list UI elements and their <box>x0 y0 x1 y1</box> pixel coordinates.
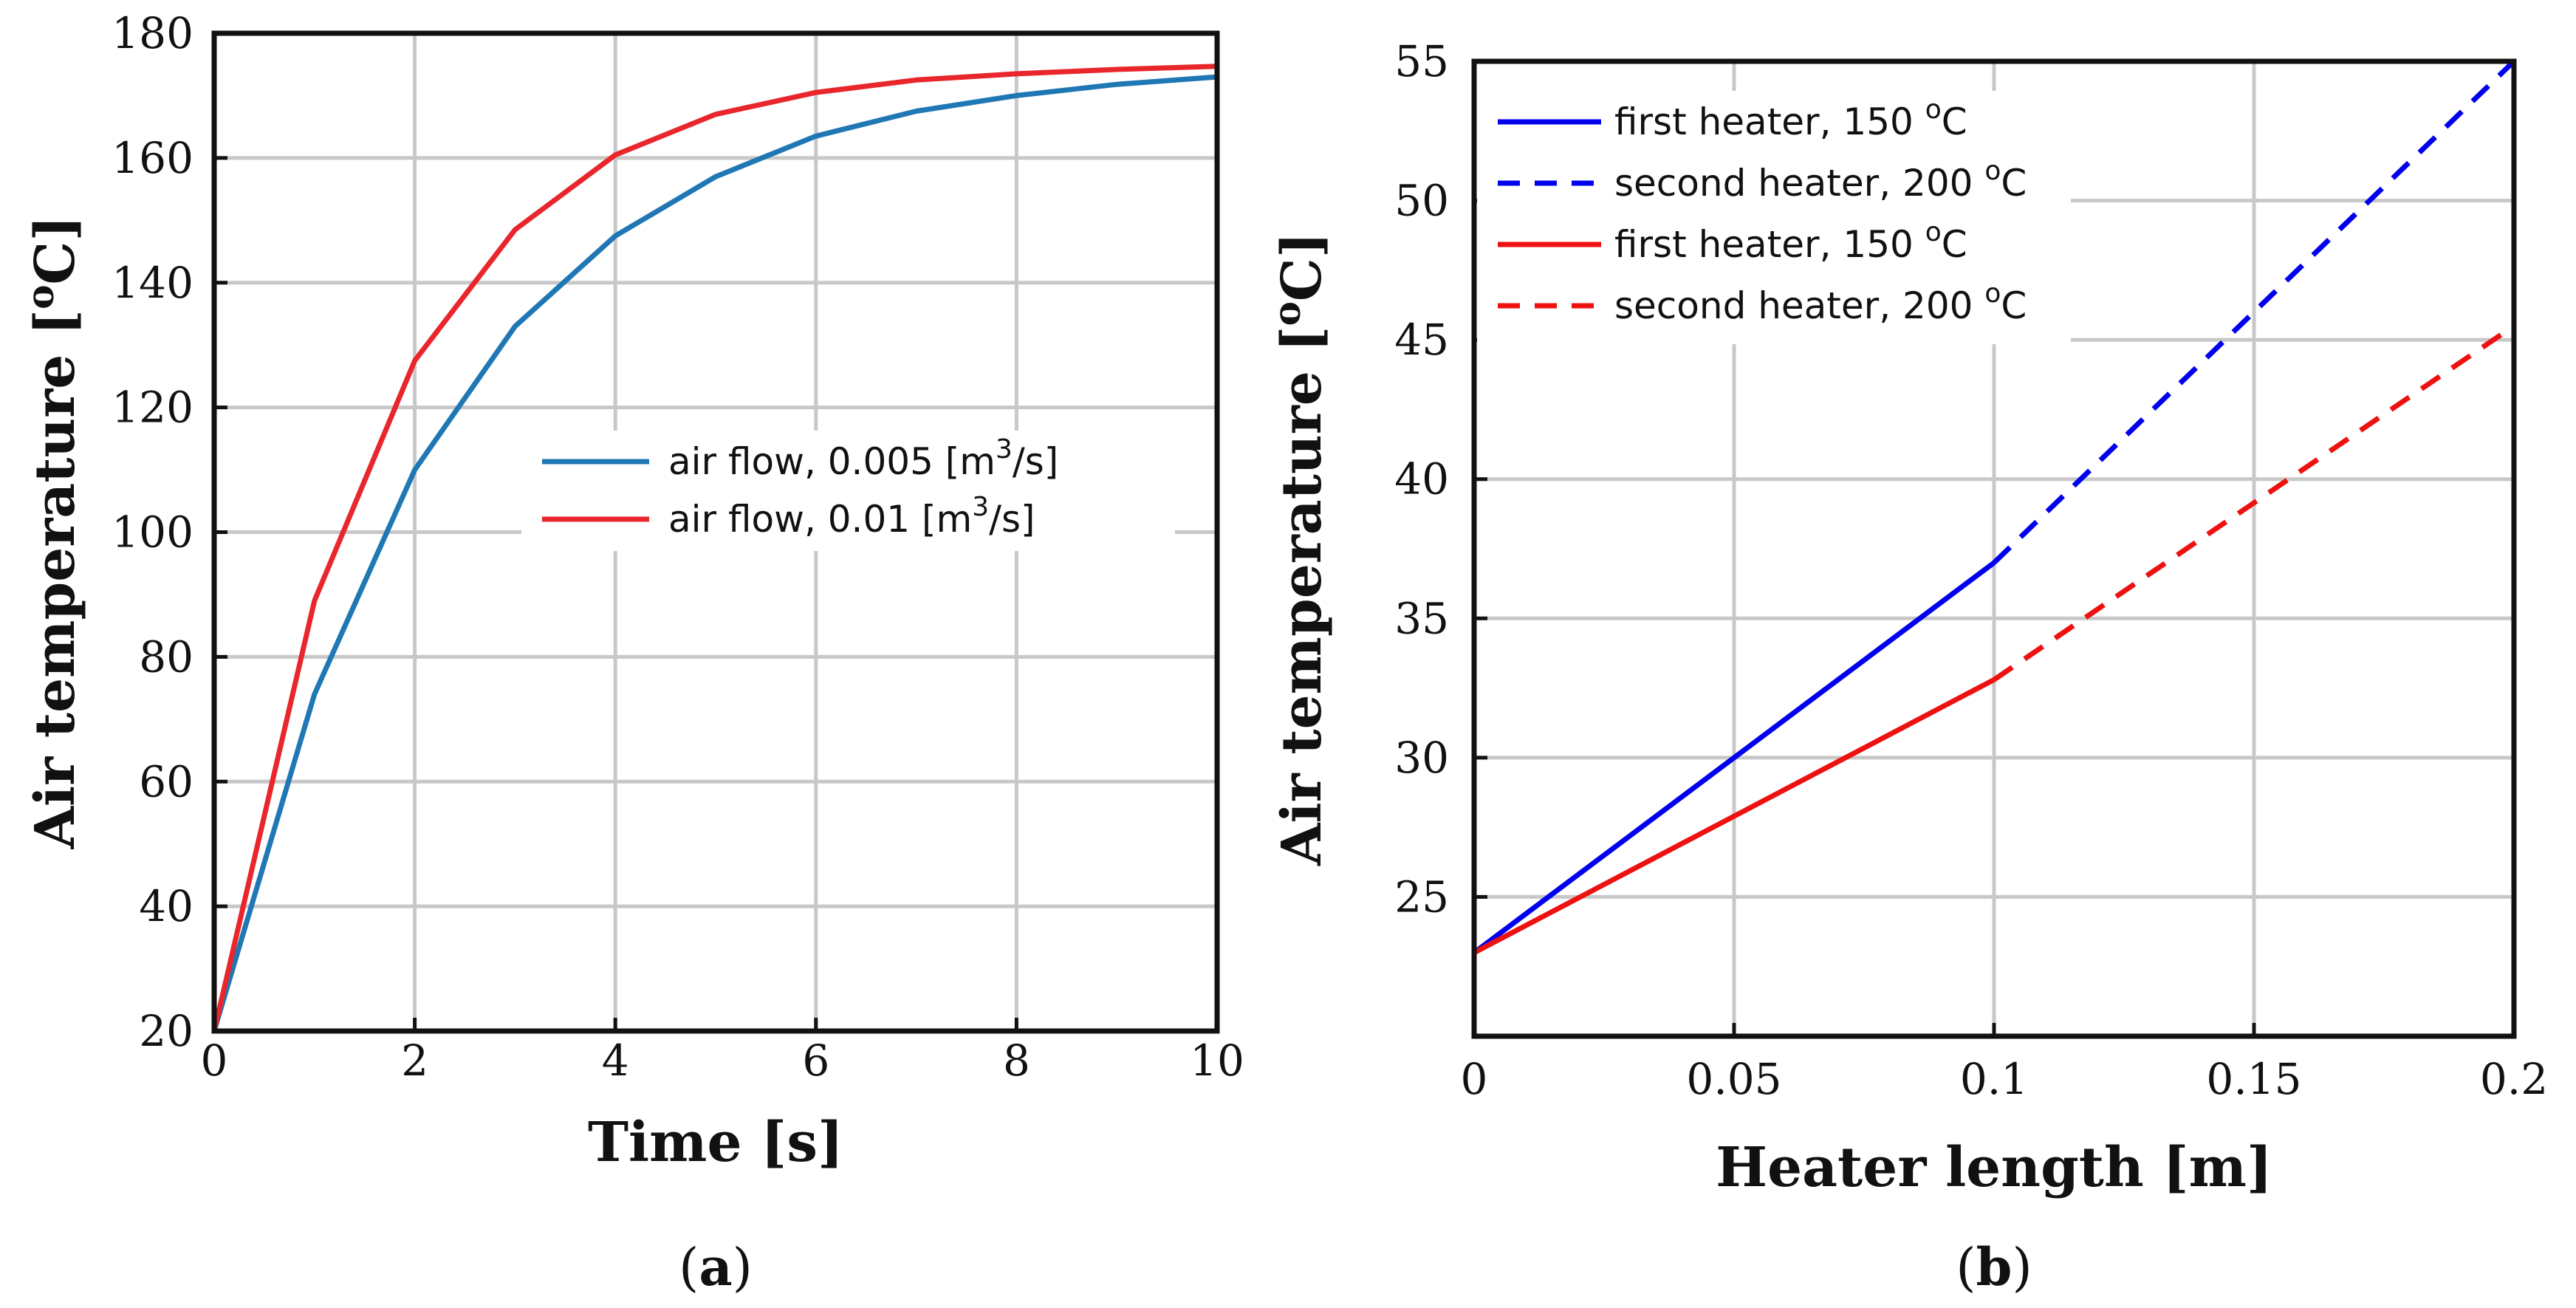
y-axis-label: Air temperature [oC] <box>1265 232 1334 866</box>
y-tick-label-1: 30 <box>1394 733 1449 783</box>
y-tick-label-0: 20 <box>139 1006 193 1056</box>
y-tick-label-5: 50 <box>1394 176 1449 226</box>
ticks: 0 0.05 0.1 0.15 0.2 25 30 35 40 45 50 55 <box>1394 36 2548 1104</box>
y-tick-label-4: 45 <box>1394 315 1449 365</box>
y-tick-label-6: 140 <box>112 258 193 308</box>
x-tick-label-0: 0 <box>201 1035 228 1086</box>
x-tick-label-4: 8 <box>1003 1035 1030 1086</box>
series-group <box>211 64 1218 1032</box>
x-tick-label-0: 0 <box>1461 1054 1488 1104</box>
legend-box <box>521 431 1175 551</box>
series-line-3 <box>1473 677 1996 955</box>
y-axis-label-sup: o <box>1265 301 1309 326</box>
y-tick-label-3: 80 <box>139 631 193 682</box>
x-tick-label-1: 2 <box>401 1035 428 1086</box>
series-group <box>1472 59 2516 955</box>
y-tick-label-8: 180 <box>112 8 193 58</box>
panel-caption: (b) <box>1956 1236 2032 1298</box>
x-tick-label-3: 6 <box>802 1035 829 1086</box>
y-axis-label-main: Air temperature [ <box>24 309 87 849</box>
series-line-2 <box>1992 59 2516 565</box>
legend-label-4: second heater, 200 oC <box>1614 278 2027 327</box>
y-tick-label-1: 40 <box>139 881 193 931</box>
legend-label-1: air flow, 0.005 [m3/s] <box>668 434 1058 483</box>
x-axis-label: Time [s] <box>588 1111 843 1174</box>
legend-label-2: air flow, 0.01 [m3/s] <box>668 492 1035 541</box>
legend-label-2: second heater, 200 oC <box>1614 156 2027 205</box>
panel-a-chart: 0 2 4 6 8 10 20 40 60 80 100 120 140 160 180 Time [s] Ai… <box>18 8 1244 1298</box>
ticks: 0 2 4 6 8 10 20 40 60 80 100 120 140 160 180 <box>112 8 1244 1086</box>
y-axis-label-unit: C] <box>24 216 87 285</box>
series-line-1 <box>211 74 1218 1032</box>
x-tick-label-5: 10 <box>1190 1035 1244 1086</box>
y-axis-label-main: Air temperature [ <box>1270 326 1334 866</box>
y-tick-label-3: 40 <box>1394 454 1449 504</box>
y-tick-label-0: 25 <box>1394 872 1449 922</box>
y-tick-label-6: 55 <box>1394 36 1449 86</box>
panel-b-chart: 0 0.05 0.1 0.15 0.2 25 30 35 40 45 50 55 Heater leng… <box>1265 36 2548 1298</box>
series-line-4 <box>1993 323 2515 682</box>
panel-caption: (a) <box>679 1236 753 1298</box>
legend: air flow, 0.005 [m3/s] air flow, 0.01 [m3… <box>521 431 1175 551</box>
x-tick-label-2: 0.1 <box>1960 1054 2028 1104</box>
series-line-1 <box>1472 561 1996 955</box>
y-axis-label: Air temperature [oC] <box>18 216 87 850</box>
legend: first heater, 150 oC second heater, 200 o… <box>1477 91 2071 344</box>
x-axis-label: Heater length [m] <box>1716 1136 2272 1199</box>
y-axis-label-unit: C] <box>1270 232 1334 301</box>
legend-label-1: first heater, 150 oC <box>1614 95 1967 143</box>
x-tick-label-3: 0.15 <box>2206 1054 2301 1104</box>
x-tick-label-1: 0.05 <box>1686 1054 1781 1104</box>
series-line-2 <box>211 64 1218 1032</box>
y-tick-label-4: 100 <box>112 507 193 558</box>
y-tick-label-5: 120 <box>112 383 193 433</box>
legend-box <box>1477 91 2071 344</box>
x-tick-label-4: 0.2 <box>2480 1054 2548 1104</box>
x-tick-label-2: 4 <box>602 1035 629 1086</box>
y-axis-label-sup: o <box>18 285 62 309</box>
y-tick-label-2: 35 <box>1394 593 1449 643</box>
y-tick-label-2: 60 <box>139 756 193 807</box>
y-tick-label-7: 160 <box>112 133 193 183</box>
legend-label-3: first heater, 150 oC <box>1614 217 1967 266</box>
